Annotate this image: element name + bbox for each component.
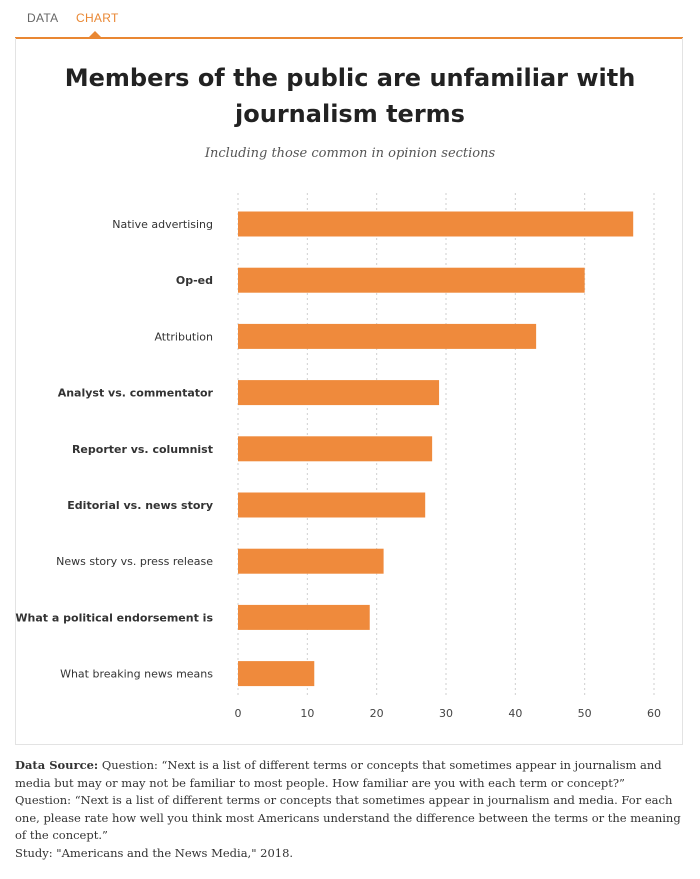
x-tick-label: 30 — [439, 707, 453, 720]
tab-chart[interactable]: CHART — [76, 11, 119, 25]
tab-data[interactable]: DATA — [27, 11, 59, 25]
x-tick-label: 60 — [647, 707, 661, 720]
category-label: Reporter vs. columnist — [72, 443, 213, 456]
bar-1 — [238, 211, 634, 237]
bar-6 — [238, 492, 426, 518]
chart-subtitle: Including those common in opinion sectio… — [204, 146, 496, 161]
x-tick-label: 0 — [235, 707, 242, 720]
chart-card — [15, 38, 683, 745]
category-label: Op-ed — [176, 274, 213, 287]
source-paragraph: Data Source: Question: “Next is a list o… — [15, 757, 685, 792]
category-label: Attribution — [154, 330, 213, 343]
bar-7 — [238, 548, 384, 574]
bar-5 — [238, 436, 433, 462]
x-tick-label: 50 — [578, 707, 592, 720]
source-text: Question: “Next is a list of different t… — [15, 758, 662, 790]
bar-8 — [238, 604, 370, 630]
bar-4 — [238, 380, 440, 406]
chart-title: Members of the public are unfamiliar wit… — [64, 64, 636, 128]
x-tick-label: 40 — [508, 707, 522, 720]
category-label: What breaking news means — [60, 668, 213, 681]
x-tick-label: 10 — [300, 707, 314, 720]
bar-chart: Native advertising Op-ed Attribution Analys… — [15, 193, 661, 720]
category-label: Native advertising — [112, 218, 213, 231]
category-label: Editorial vs. news story — [67, 499, 213, 512]
category-label: News story vs. press release — [56, 555, 213, 568]
source-label: Data Source: — [15, 758, 99, 772]
tab-underline — [15, 37, 683, 39]
active-tab-pointer — [88, 31, 102, 38]
study-text: Study: "Americans and the News Media," 2… — [15, 845, 294, 860]
bar-9 — [238, 661, 315, 687]
data-source-footer: Data Source: Question: “Next is a list o… — [15, 757, 685, 862]
x-tick-label: 20 — [370, 707, 384, 720]
tab-bar: DATA CHART — [15, 0, 683, 39]
bar-3 — [238, 323, 537, 349]
question-text: Question: “Next is a list of different t… — [15, 793, 681, 842]
category-label: What a political endorsement is — [15, 611, 213, 624]
category-label: Analyst vs. commentator — [58, 387, 214, 400]
bar-2 — [238, 267, 585, 293]
